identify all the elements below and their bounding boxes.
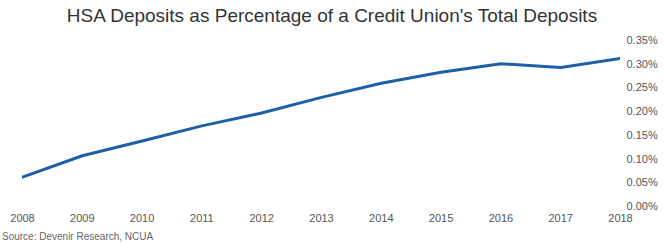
svg-text:0.35%: 0.35% — [627, 34, 658, 46]
svg-text:0.10%: 0.10% — [627, 153, 658, 165]
svg-text:2009: 2009 — [70, 212, 94, 224]
svg-text:0.15%: 0.15% — [627, 129, 658, 141]
html-text:HSA Deposits as Percentage of: HSA Deposits as Percentage of a Credit U… — [66, 5, 598, 26]
svg-text:2018: 2018 — [608, 212, 632, 224]
svg-text:2014: 2014 — [369, 212, 393, 224]
svg-text:2016: 2016 — [489, 212, 513, 224]
svg-text:2008: 2008 — [10, 212, 34, 224]
svg-text:2010: 2010 — [130, 212, 154, 224]
svg-text:0.25%: 0.25% — [627, 81, 658, 93]
svg-text:2015: 2015 — [429, 212, 453, 224]
svg-text:0.30%: 0.30% — [627, 58, 658, 70]
html-text:Source: Devenir Research, NCUA: Source: Devenir Research, NCUA — [2, 231, 154, 242]
svg-text:0.20%: 0.20% — [627, 105, 658, 117]
svg-text:0.05%: 0.05% — [627, 176, 658, 188]
svg-text:2011: 2011 — [190, 212, 214, 224]
svg-text:2013: 2013 — [309, 212, 333, 224]
svg-text:0.00%: 0.00% — [627, 200, 658, 212]
svg-text:2012: 2012 — [249, 212, 273, 224]
svg-text:2017: 2017 — [548, 212, 572, 224]
